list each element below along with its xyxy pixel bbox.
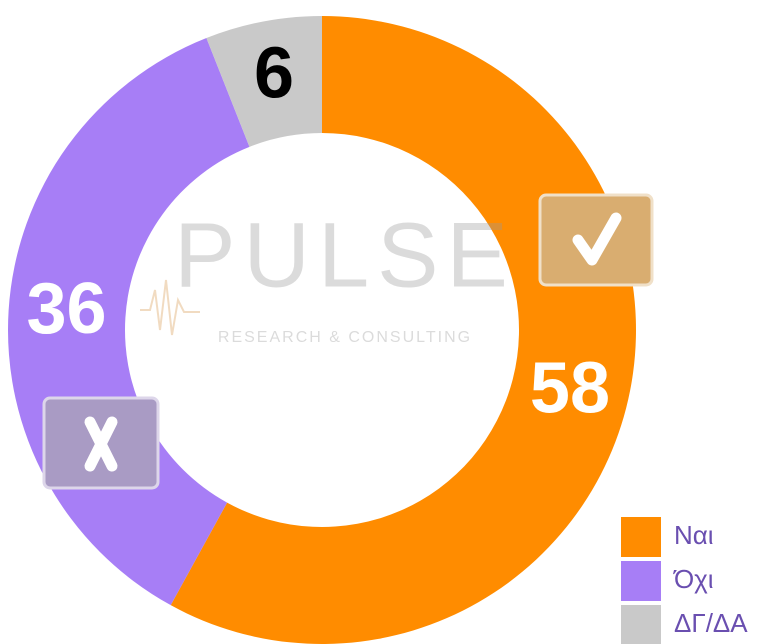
slice-labels: 58 36 6	[26, 34, 610, 429]
cross-icon	[42, 396, 160, 490]
watermark-title: PULSE	[174, 204, 516, 306]
watermark: PULSE RESEARCH & CONSULTING	[140, 204, 516, 346]
slice-label: 36	[26, 269, 106, 349]
slice	[170, 16, 636, 644]
legend-label: Ναι	[674, 520, 714, 550]
legend-label: ΔΓ/ΔΑ	[674, 608, 748, 638]
cross-mark	[84, 416, 118, 472]
watermark-pulse-line	[140, 279, 200, 336]
slice-label: 58	[530, 349, 610, 429]
legend-swatch	[621, 561, 661, 601]
legend-swatch	[621, 605, 661, 644]
watermark-subtitle: RESEARCH & CONSULTING	[218, 329, 472, 346]
slice	[206, 16, 322, 147]
legend-swatch	[621, 517, 661, 557]
legend: Ναι Όχι ΔΓ/ΔΑ	[621, 517, 748, 644]
check-box	[538, 193, 654, 287]
check-mark	[572, 212, 622, 266]
check-icon	[538, 193, 654, 287]
legend-label: Όχι	[673, 564, 714, 594]
slice-label: 6	[254, 34, 294, 114]
